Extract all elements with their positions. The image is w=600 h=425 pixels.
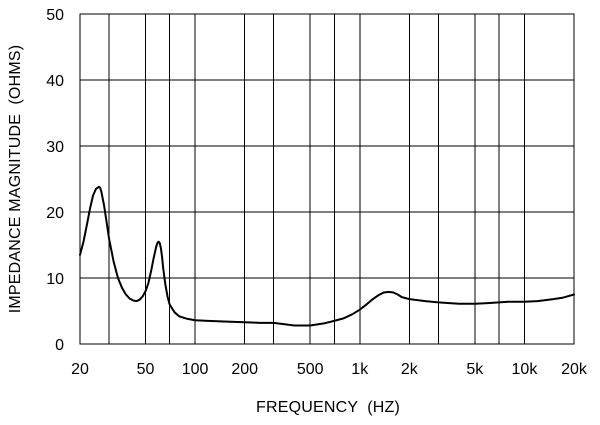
x-tick-label: 20 [71, 361, 89, 378]
x-tick-label: 2k [401, 361, 419, 378]
y-axis-title: IMPEDANCE MAGNITUDE (OHMS) [7, 45, 24, 314]
plot-border [79, 13, 575, 345]
y-tick-label: 40 [46, 73, 64, 90]
x-tick-label: 1k [351, 361, 369, 378]
x-tick-label: 20k [561, 361, 588, 378]
x-tick-label: 50 [137, 361, 155, 378]
y-tick-label: 20 [46, 205, 64, 222]
x-tick-label: 200 [231, 361, 258, 378]
y-tick-label: 0 [55, 337, 64, 354]
impedance-series-line [79, 185, 575, 327]
x-axis-title: FREQUENCY (HZ) [256, 399, 400, 416]
grid-layer [79, 13, 575, 345]
y-tick-label: 10 [46, 271, 64, 288]
series-layer [79, 185, 575, 327]
x-tick-label: 100 [182, 361, 209, 378]
x-tick-label: 10k [512, 361, 539, 378]
y-tick-label: 30 [46, 139, 64, 156]
x-tick-labels: 20 50 100 200 500 1k 2k 5k 10k 20k [71, 361, 588, 378]
x-tick-label: 500 [297, 361, 324, 378]
plot-frame [79, 13, 575, 345]
x-tick-label: 5k [466, 361, 484, 378]
y-tick-labels: 0 10 20 30 40 50 [46, 7, 64, 354]
y-tick-label: 50 [46, 7, 64, 24]
